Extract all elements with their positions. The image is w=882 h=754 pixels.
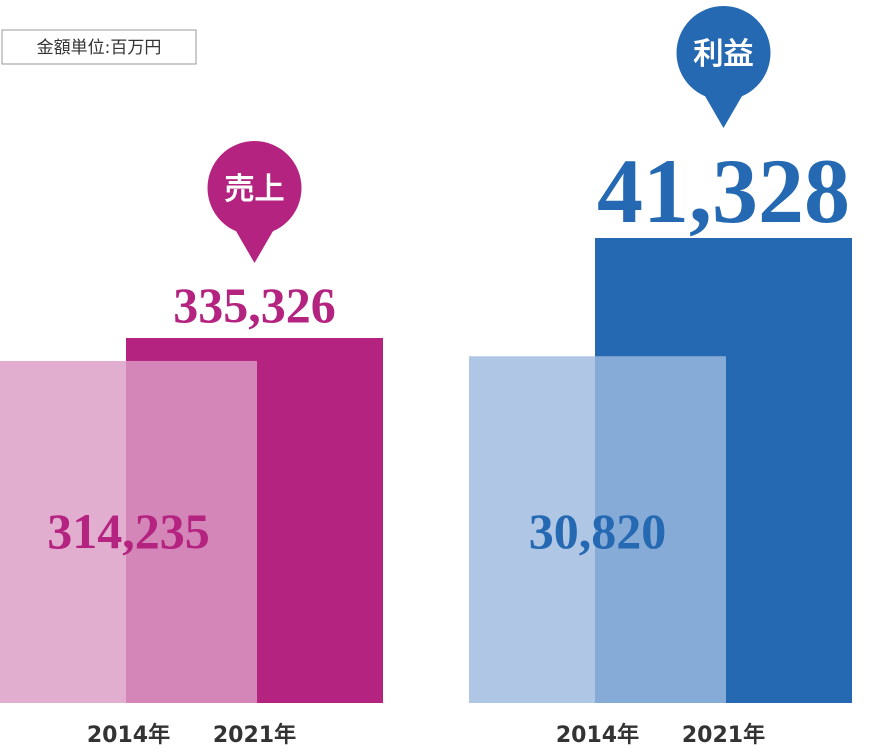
chart-title: 利益	[694, 37, 754, 72]
unit-note: 金額単位:百万円	[37, 38, 162, 58]
x-tick-label: 2021年	[682, 722, 765, 748]
pin	[701, 90, 746, 128]
x-tick-label: 2014年	[556, 722, 639, 748]
pin	[232, 225, 277, 263]
bar	[0, 360, 257, 703]
unit-box	[1, 29, 197, 65]
x-tick-label: 2021年	[213, 722, 296, 748]
pin	[207, 141, 302, 235]
value-label: 335,326	[173, 277, 336, 333]
value-label: 314,235	[47, 503, 210, 559]
chart-title: 売上	[225, 172, 285, 207]
bar	[469, 356, 726, 703]
value-label: 30,820	[529, 503, 667, 559]
x-tick-label: 2014年	[87, 722, 170, 748]
pin	[676, 6, 771, 100]
value-label: 41,328	[597, 140, 850, 242]
